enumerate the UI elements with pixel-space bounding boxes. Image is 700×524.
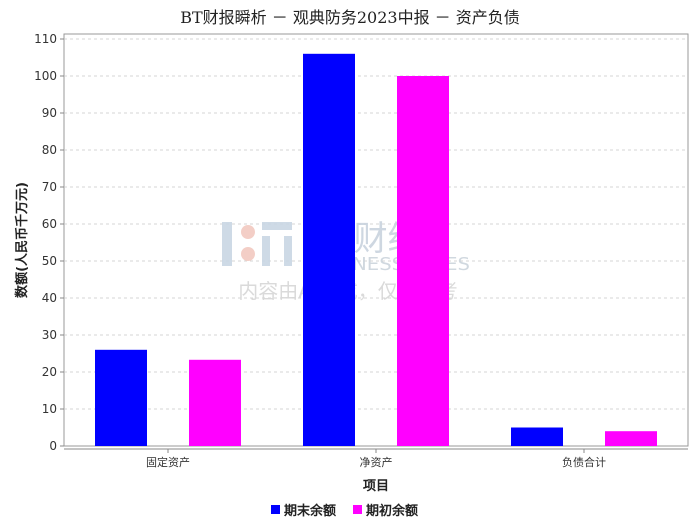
grid	[64, 38, 688, 410]
bar-end-0	[95, 349, 147, 446]
y-tick-label: 100	[34, 69, 57, 83]
x-axis-title: 项目	[363, 479, 389, 494]
bars	[95, 53, 657, 447]
watermark-logo-dot	[241, 247, 255, 261]
bar-begin-1	[397, 76, 449, 446]
y-tick-label: 80	[42, 143, 57, 157]
bar-end-2	[511, 427, 563, 446]
y-tick-label: 70	[42, 180, 57, 194]
bar-begin-0	[189, 359, 241, 446]
y-axis-title: 数额(人民币千万元)	[14, 182, 30, 298]
y-tick-label: 30	[42, 328, 57, 342]
legend-label: 期初余额	[366, 503, 418, 519]
legend-label: 期末余额	[284, 503, 336, 519]
y-tick-label: 90	[42, 106, 57, 120]
bar-begin-2	[605, 431, 657, 446]
x-tick-label: 净资产	[360, 455, 393, 469]
watermark-logo-bar	[262, 222, 292, 230]
y-tick-label: 40	[42, 291, 57, 305]
x-tick-label: 负债合计	[562, 455, 606, 469]
x-tick-label: 固定资产	[146, 455, 190, 469]
legend: 期末余额 期初余额	[271, 503, 418, 519]
bar-end-1	[303, 53, 355, 447]
y-tick-label: 20	[42, 365, 57, 379]
plot-area	[63, 33, 689, 447]
x-axis: 固定资产 净资产 负债合计	[146, 449, 606, 469]
y-axis: 0 10 20 30 40 50 60 70 80 90 100 110	[34, 32, 64, 453]
y-tick-label: 0	[49, 439, 57, 453]
y-tick-label: 50	[42, 254, 57, 268]
legend-swatch	[271, 505, 280, 514]
y-tick-label: 110	[34, 32, 57, 46]
watermark-logo-dot	[241, 225, 255, 239]
chart-title: BT财报瞬析 － 观典防务2023中报 － 资产负债	[180, 8, 520, 27]
y-tick-label: 10	[42, 402, 57, 416]
watermark-logo-bar	[284, 236, 292, 266]
watermark-logo-bar	[222, 222, 232, 266]
watermark-logo-bar	[262, 236, 270, 266]
y-tick-label: 60	[42, 217, 57, 231]
legend-swatch	[353, 505, 362, 514]
